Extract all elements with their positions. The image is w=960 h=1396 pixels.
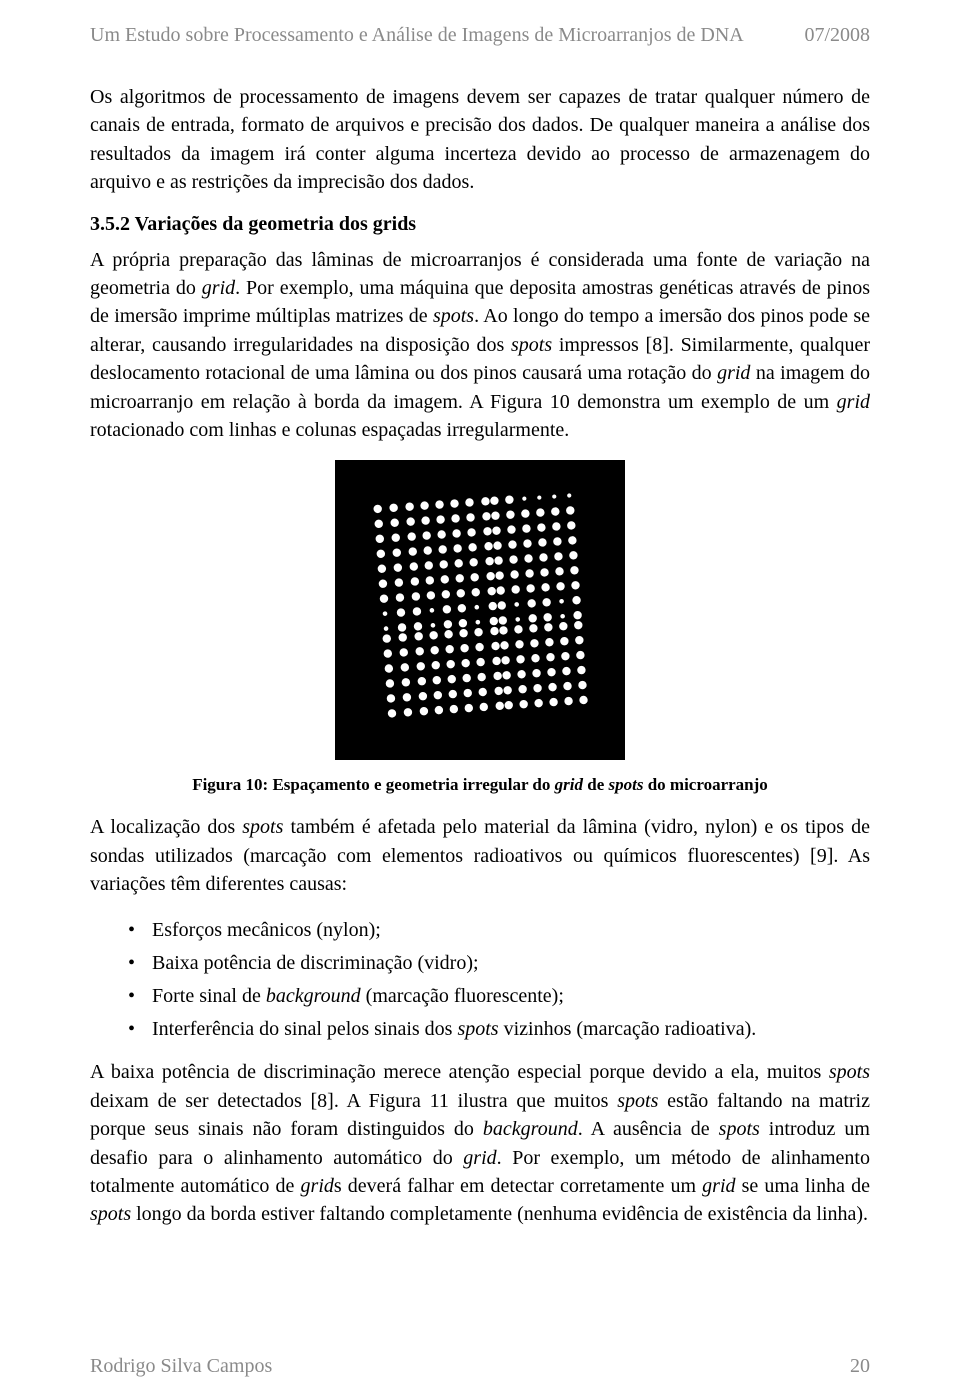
page-header: Um Estudo sobre Processamento e Análise …	[90, 24, 870, 47]
paragraph-3: A localização dos spots também é afetada…	[90, 813, 870, 898]
page-footer: Rodrigo Silva Campos 20	[90, 1355, 870, 1378]
term-spots: spots	[829, 1061, 870, 1083]
cap-a: Figura 10: Espaçamento e geometria irreg…	[192, 775, 554, 794]
paragraph-2: A própria preparação das lâminas de micr…	[90, 246, 870, 445]
p4-h: se uma linha de	[736, 1175, 870, 1197]
b3-b: (marcação fluorescente);	[361, 985, 564, 1007]
paragraph-4: A baixa potência de discriminação merece…	[90, 1058, 870, 1228]
microarray-grid-image	[335, 460, 625, 760]
footer-author: Rodrigo Silva Campos	[90, 1355, 272, 1378]
figure-10	[90, 460, 870, 765]
header-title: Um Estudo sobre Processamento e Análise …	[90, 24, 744, 47]
cap-b: de	[583, 775, 609, 794]
p2-seg-f: rotacionado com linhas e colunas espaçad…	[90, 419, 569, 441]
term-spots: spots	[608, 775, 643, 794]
term-grid: grid	[717, 362, 750, 384]
bullet-list: Esforços mecânicos (nylon); Baixa potênc…	[90, 914, 870, 1046]
figure-10-caption: Figura 10: Espaçamento e geometria irreg…	[90, 775, 870, 795]
b4-a: Interferência do sinal pelos sinais dos	[152, 1018, 457, 1040]
p4-i: longo da borda estiver faltando completa…	[131, 1203, 868, 1225]
b3-a: Forte sinal de	[152, 985, 266, 1007]
term-spots: spots	[433, 305, 474, 327]
p4-d: . A ausência de	[578, 1118, 719, 1140]
term-spots: spots	[617, 1090, 658, 1112]
header-date: 07/2008	[804, 24, 870, 47]
term-grid: grid	[837, 391, 870, 413]
paragraph-1: Os algoritmos de processamento de imagen…	[90, 83, 870, 197]
term-spots: spots	[719, 1118, 760, 1140]
p4-b: deixam de ser detectados [8]. A Figura 1…	[90, 1090, 617, 1112]
footer-page-number: 20	[850, 1355, 870, 1378]
term-spots: spots	[90, 1203, 131, 1225]
term-background: background	[266, 985, 361, 1007]
list-item: Baixa potência de discriminação (vidro);	[152, 947, 870, 980]
list-item: Esforços mecânicos (nylon);	[152, 914, 870, 947]
p4-g: s deverá falhar em detectar corretamente…	[334, 1175, 702, 1197]
term-grid: grid	[702, 1175, 735, 1197]
list-item: Interferência do sinal pelos sinais dos …	[152, 1013, 870, 1046]
term-spots: spots	[511, 334, 552, 356]
p4-a: A baixa potência de discriminação merece…	[90, 1061, 829, 1083]
term-grid: grid	[555, 775, 583, 794]
term-background: background	[483, 1118, 578, 1140]
term-spots: spots	[457, 1018, 498, 1040]
list-item: Forte sinal de background (marcação fluo…	[152, 980, 870, 1013]
cap-c: do microarranjo	[643, 775, 767, 794]
p3-seg-a: A localização dos	[90, 816, 242, 838]
section-heading: 3.5.2 Variações da geometria dos grids	[90, 213, 870, 236]
term-grid: grid	[202, 277, 235, 299]
term-spots: spots	[242, 816, 283, 838]
term-grid: grid	[301, 1175, 334, 1197]
term-grid: grid	[463, 1147, 496, 1169]
b4-b: vizinhos (marcação radioativa).	[499, 1018, 757, 1040]
